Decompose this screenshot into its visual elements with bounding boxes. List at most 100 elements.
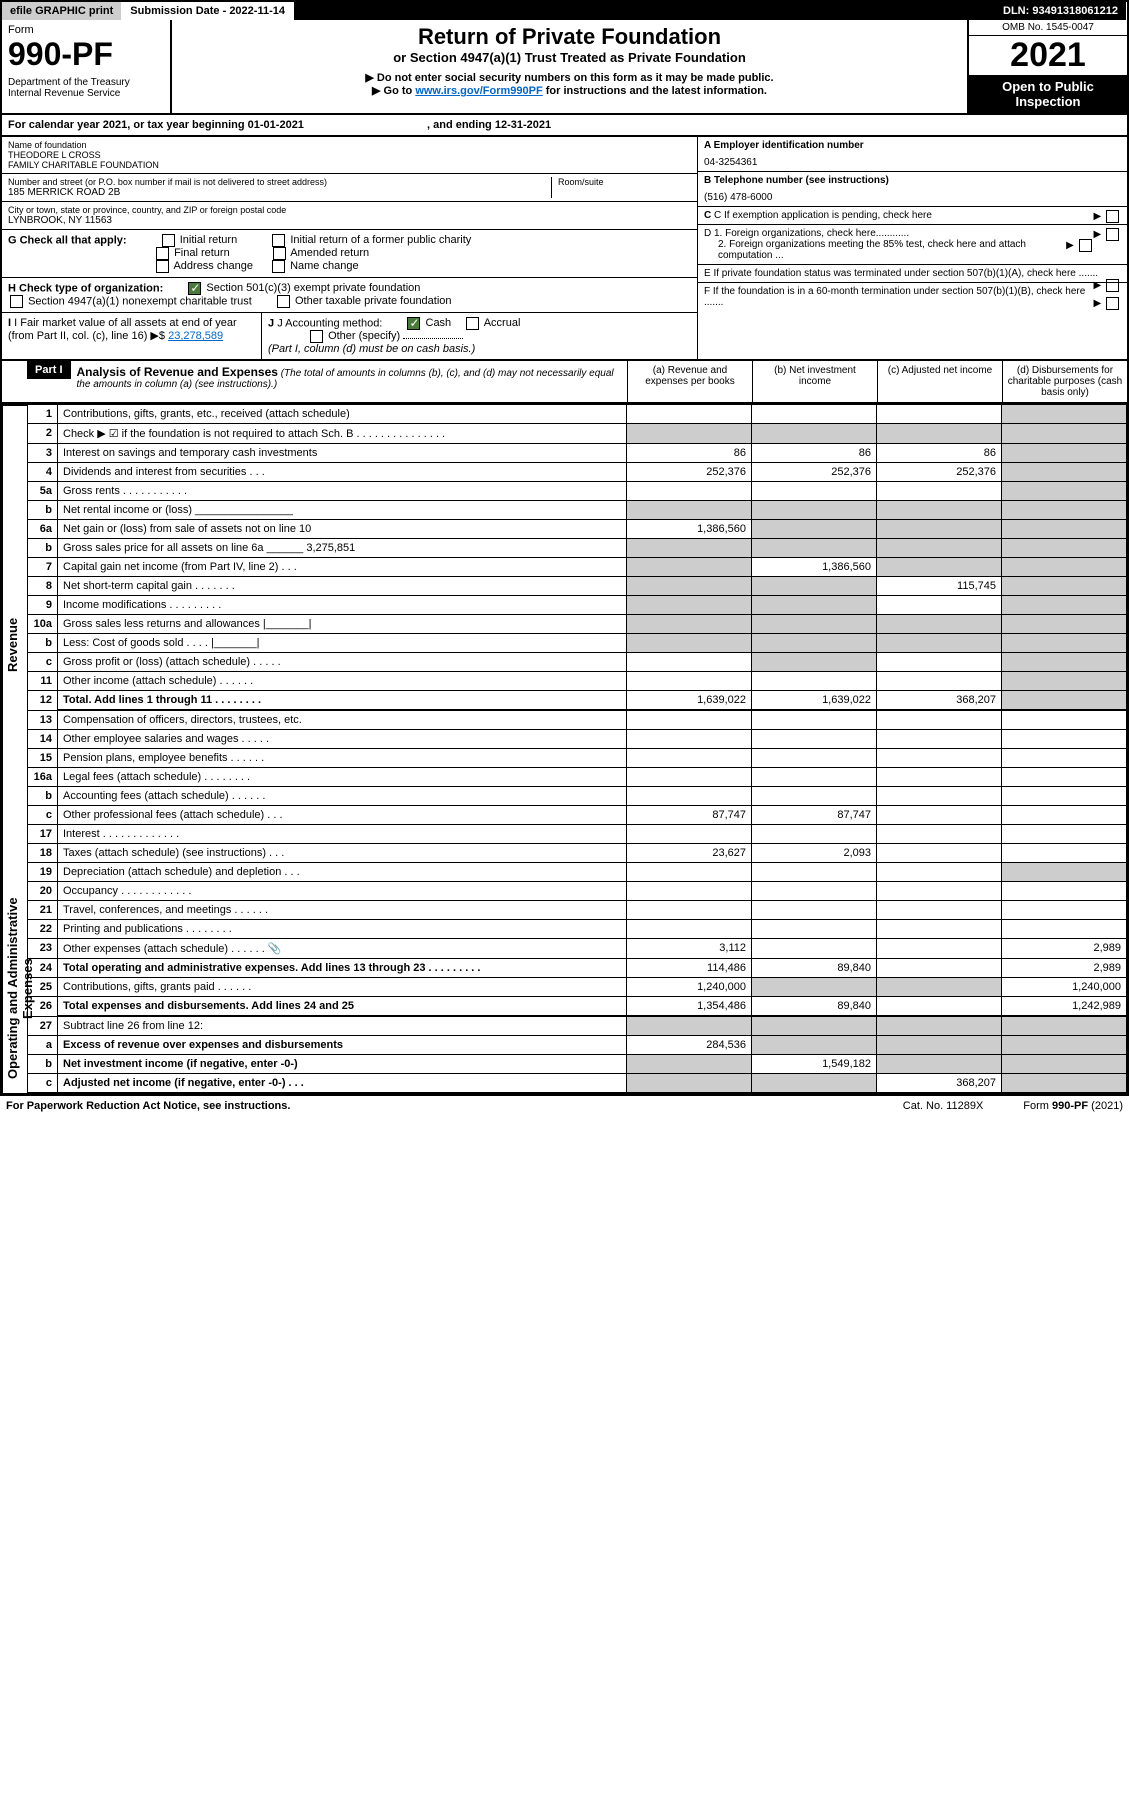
col-b bbox=[752, 710, 877, 730]
other-method-checkbox[interactable] bbox=[310, 330, 323, 343]
col-d bbox=[1002, 920, 1127, 939]
col-a: 1,639,022 bbox=[627, 691, 752, 711]
initial-return-checkbox[interactable] bbox=[162, 234, 175, 247]
col-a bbox=[627, 596, 752, 615]
row-desc: Net investment income (if negative, ente… bbox=[58, 1055, 627, 1074]
d1-checkbox[interactable] bbox=[1106, 228, 1119, 241]
street-address: 185 MERRICK ROAD 2B bbox=[8, 187, 551, 198]
table-row: 18Taxes (attach schedule) (see instructi… bbox=[28, 844, 1127, 863]
table-row: 13Compensation of officers, directors, t… bbox=[28, 710, 1127, 730]
address-change-checkbox[interactable] bbox=[156, 260, 169, 273]
row-num: 10a bbox=[28, 615, 58, 634]
col-c bbox=[877, 558, 1002, 577]
entity-right: A Employer identification number04-32543… bbox=[697, 137, 1127, 359]
cash-checkbox[interactable] bbox=[407, 317, 420, 330]
g-row: G Check all that apply: Initial return I… bbox=[2, 230, 697, 278]
amended-checkbox[interactable] bbox=[273, 247, 286, 260]
col-a bbox=[627, 405, 752, 424]
col-a bbox=[627, 1055, 752, 1074]
col-b: 1,386,560 bbox=[752, 558, 877, 577]
table-row: aExcess of revenue over expenses and dis… bbox=[28, 1036, 1127, 1055]
col-b bbox=[752, 768, 877, 787]
col-c bbox=[877, 806, 1002, 825]
d2-checkbox[interactable] bbox=[1079, 239, 1092, 252]
col-d bbox=[1002, 825, 1127, 844]
col-a bbox=[627, 615, 752, 634]
table-row: 10aGross sales less returns and allowanc… bbox=[28, 615, 1127, 634]
table-row: 23Other expenses (attach schedule) . . .… bbox=[28, 939, 1127, 959]
ij-row: I I Fair market value of all assets at e… bbox=[2, 313, 697, 359]
top-bar: efile GRAPHIC print Submission Date - 20… bbox=[2, 2, 1127, 20]
dept-label: Department of the Treasury bbox=[8, 77, 164, 88]
name-change-checkbox[interactable] bbox=[272, 260, 285, 273]
col-b bbox=[752, 405, 877, 424]
row-desc: Net rental income or (loss) ____________… bbox=[58, 501, 627, 520]
col-a bbox=[627, 558, 752, 577]
col-c: 115,745 bbox=[877, 577, 1002, 596]
row-desc: Accounting fees (attach schedule) . . . … bbox=[58, 787, 627, 806]
row-desc: Other employee salaries and wages . . . … bbox=[58, 730, 627, 749]
row-num: 19 bbox=[28, 863, 58, 882]
col-a bbox=[627, 634, 752, 653]
row-desc: Less: Cost of goods sold . . . . |______… bbox=[58, 634, 627, 653]
row-desc: Total expenses and disbursements. Add li… bbox=[58, 997, 627, 1017]
f-checkbox[interactable] bbox=[1106, 297, 1119, 310]
col-c bbox=[877, 901, 1002, 920]
col-a: 114,486 bbox=[627, 959, 752, 978]
row-num: 1 bbox=[28, 405, 58, 424]
col-b bbox=[752, 634, 877, 653]
col-d bbox=[1002, 1074, 1127, 1093]
col-d bbox=[1002, 672, 1127, 691]
501c3-checkbox[interactable] bbox=[188, 282, 201, 295]
final-return-checkbox[interactable] bbox=[156, 247, 169, 260]
table-row: 27Subtract line 26 from line 12: bbox=[28, 1016, 1127, 1036]
col-b bbox=[752, 520, 877, 539]
col-a: 1,240,000 bbox=[627, 978, 752, 997]
part1-label: Part I bbox=[27, 361, 71, 379]
row-desc: Gross profit or (loss) (attach schedule)… bbox=[58, 653, 627, 672]
footer-cat: Cat. No. 11289X bbox=[903, 1100, 984, 1112]
table-row: 1Contributions, gifts, grants, etc., rec… bbox=[28, 405, 1127, 424]
e-checkbox[interactable] bbox=[1106, 279, 1119, 292]
col-c bbox=[877, 730, 1002, 749]
col-a: 252,376 bbox=[627, 463, 752, 482]
col-d bbox=[1002, 424, 1127, 444]
row-desc: Printing and publications . . . . . . . … bbox=[58, 920, 627, 939]
col-c bbox=[877, 920, 1002, 939]
table-row: 17Interest . . . . . . . . . . . . . bbox=[28, 825, 1127, 844]
col-d-hdr: (d) Disbursements for charitable purpose… bbox=[1002, 361, 1127, 402]
table-row: 12Total. Add lines 1 through 11 . . . . … bbox=[28, 691, 1127, 711]
col-a bbox=[627, 501, 752, 520]
page-footer: For Paperwork Reduction Act Notice, see … bbox=[0, 1095, 1129, 1116]
col-c bbox=[877, 710, 1002, 730]
table-row: 9Income modifications . . . . . . . . . bbox=[28, 596, 1127, 615]
table-row: 7Capital gain net income (from Part IV, … bbox=[28, 558, 1127, 577]
col-c bbox=[877, 520, 1002, 539]
omb-number: OMB No. 1545-0047 bbox=[969, 20, 1127, 36]
accrual-checkbox[interactable] bbox=[466, 317, 479, 330]
irs-link[interactable]: www.irs.gov/Form990PF bbox=[415, 85, 542, 97]
fmv-value[interactable]: 23,278,589 bbox=[168, 330, 223, 342]
row-desc: Contributions, gifts, grants paid . . . … bbox=[58, 978, 627, 997]
initial-former-checkbox[interactable] bbox=[272, 234, 285, 247]
footer-form: Form 990-PF (2021) bbox=[1023, 1100, 1123, 1112]
col-b bbox=[752, 920, 877, 939]
row-num: 6a bbox=[28, 520, 58, 539]
row-desc: Dividends and interest from securities .… bbox=[58, 463, 627, 482]
row-desc: Depreciation (attach schedule) and deple… bbox=[58, 863, 627, 882]
table-row: cAdjusted net income (if negative, enter… bbox=[28, 1074, 1127, 1093]
col-a bbox=[627, 482, 752, 501]
col-d bbox=[1002, 730, 1127, 749]
other-taxable-checkbox[interactable] bbox=[277, 295, 290, 308]
col-b-hdr: (b) Net investment income bbox=[752, 361, 877, 402]
col-a: 284,536 bbox=[627, 1036, 752, 1055]
c-checkbox[interactable] bbox=[1106, 210, 1119, 223]
row-num: 15 bbox=[28, 749, 58, 768]
4947-checkbox[interactable] bbox=[10, 295, 23, 308]
col-a bbox=[627, 863, 752, 882]
table-row: 11Other income (attach schedule) . . . .… bbox=[28, 672, 1127, 691]
col-c bbox=[877, 1016, 1002, 1036]
col-a bbox=[627, 424, 752, 444]
col-c bbox=[877, 978, 1002, 997]
col-d bbox=[1002, 539, 1127, 558]
